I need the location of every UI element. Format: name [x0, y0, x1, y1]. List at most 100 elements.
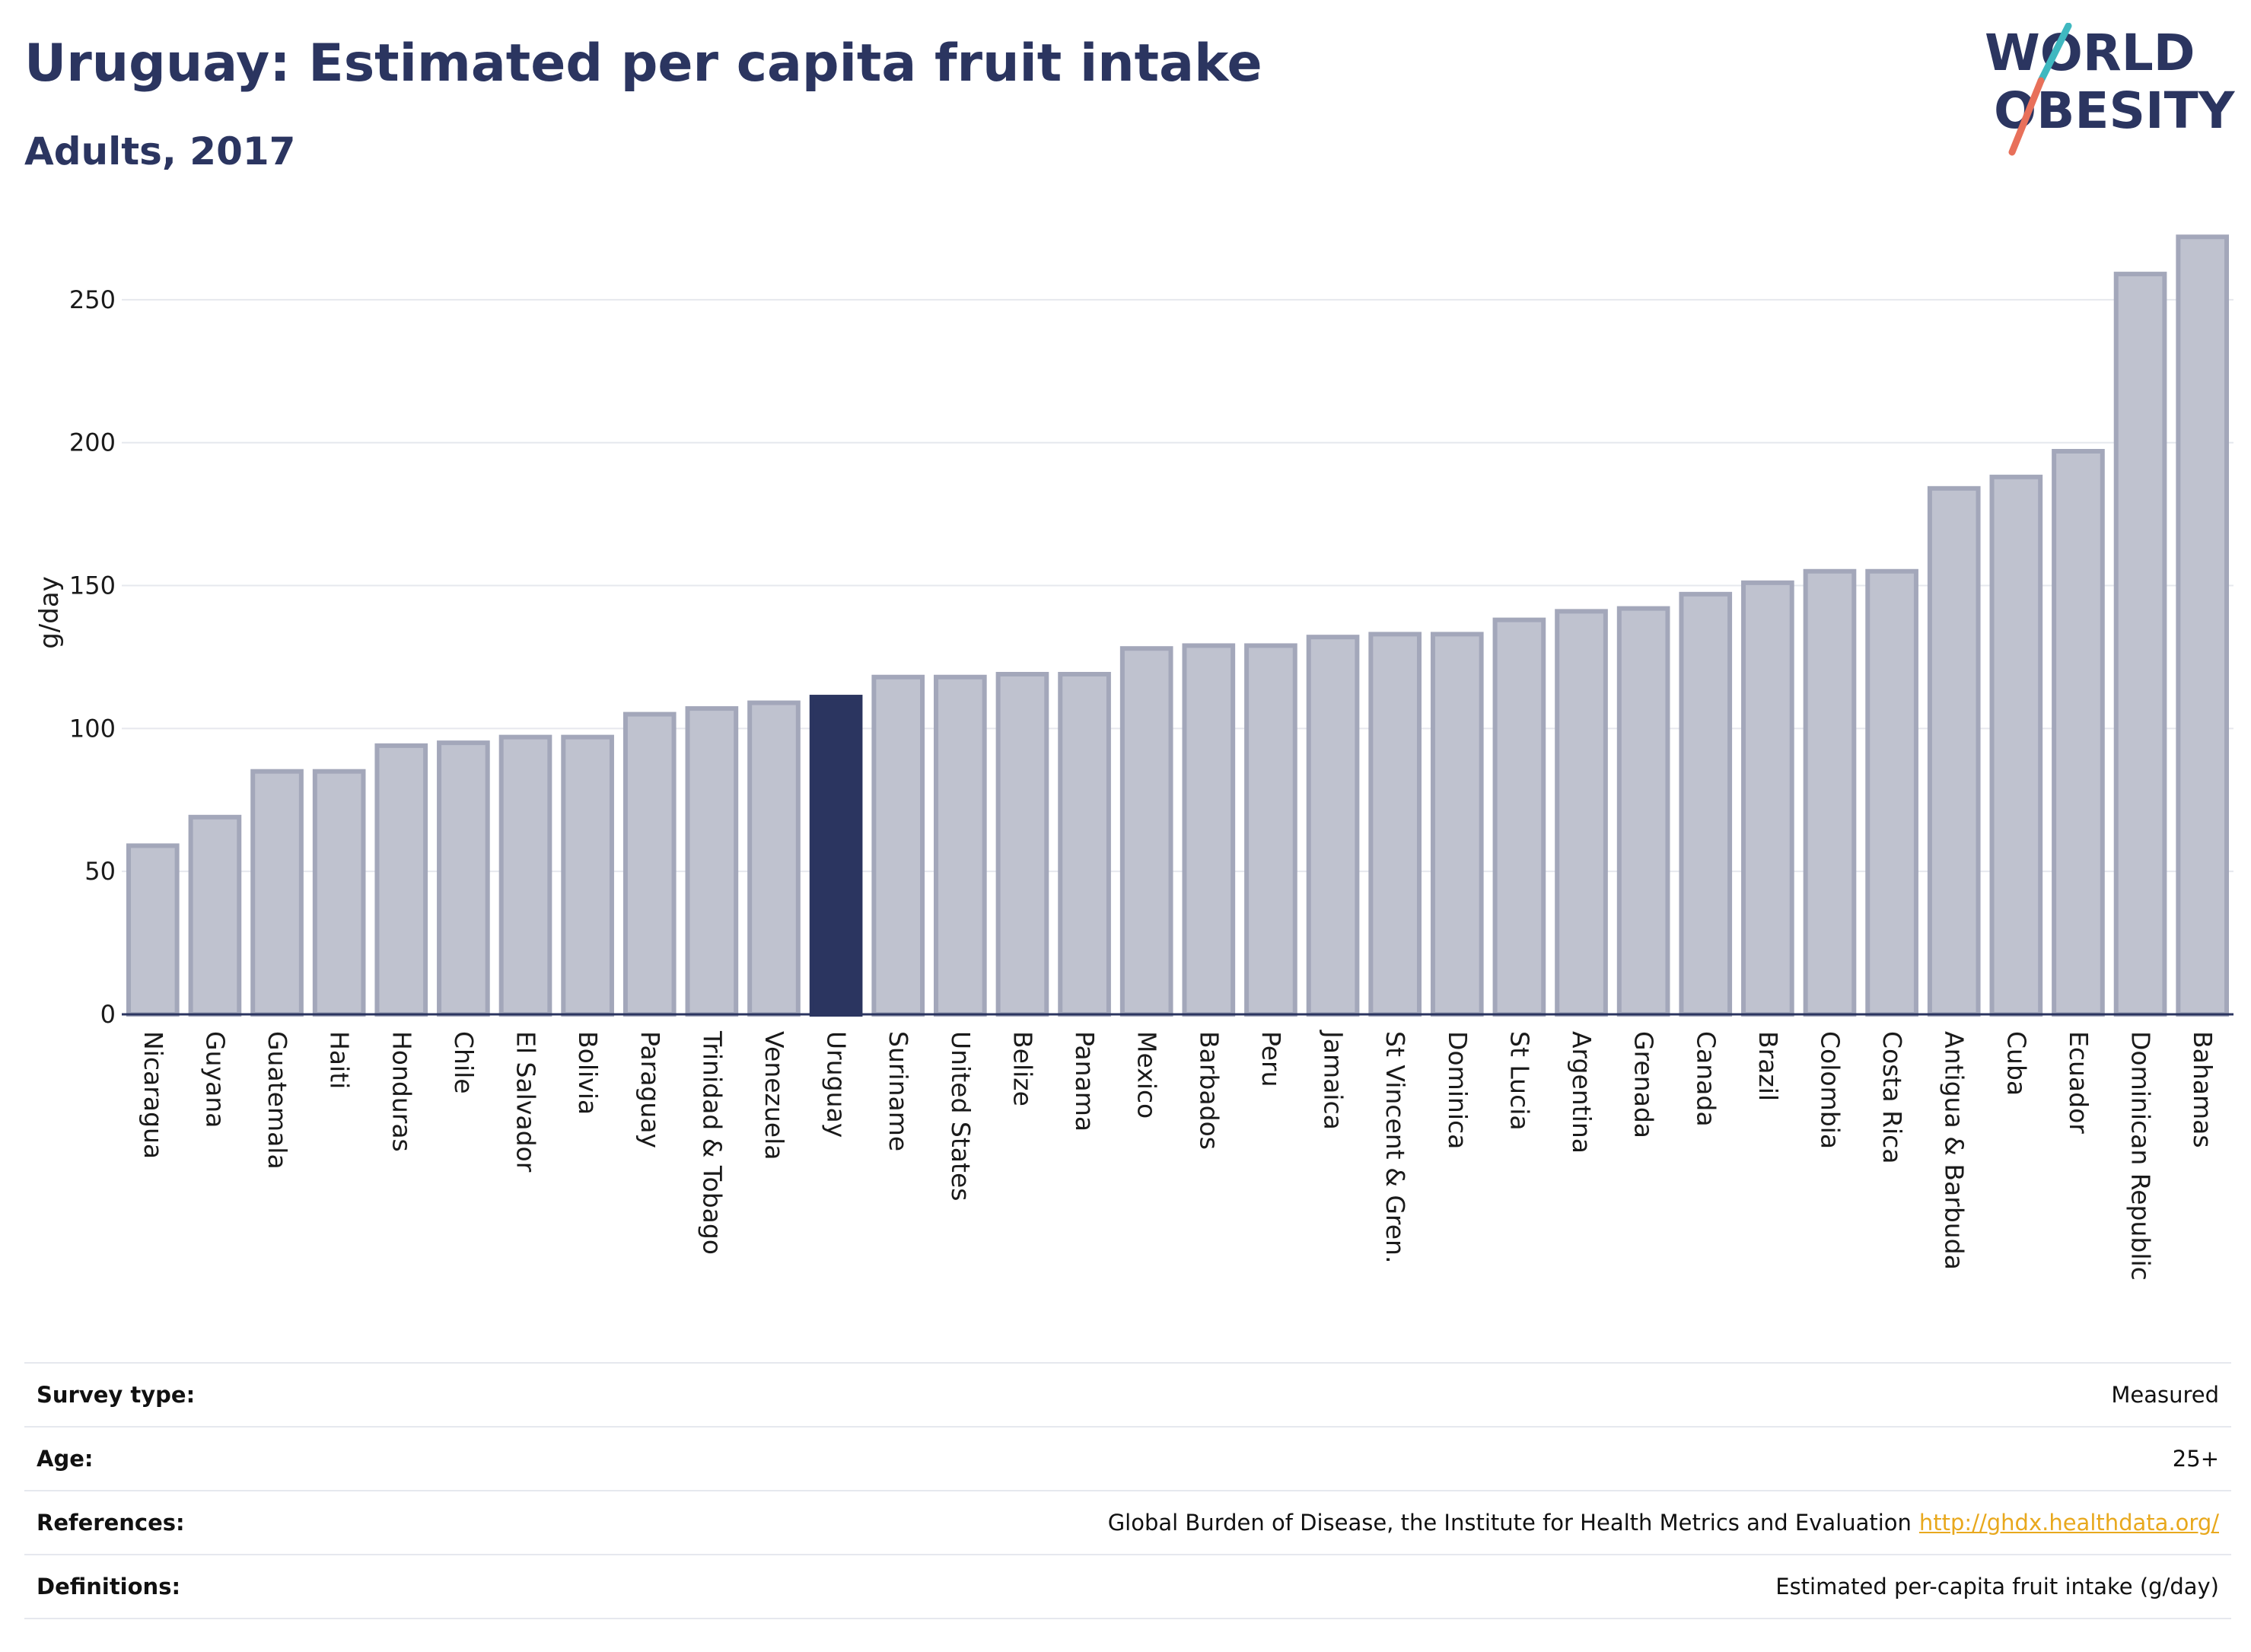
info-value-references: Global Burden of Disease, the Institute …: [1108, 1510, 2231, 1536]
x-category-label: Haiti: [325, 1031, 355, 1089]
x-category-label: Honduras: [387, 1031, 416, 1152]
reference-text: Global Burden of Disease, the Institute …: [1107, 1510, 1912, 1536]
bar-chart: 0 50 100 150 200 250 Nicaragua Guyana Guatemala…: [34, 234, 2233, 1281]
x-category-label: El Salvador: [511, 1031, 541, 1173]
info-row-age: Age: 25+: [24, 1426, 2231, 1490]
bar-argentina: [1555, 609, 1608, 1017]
bar-venezuela: [747, 700, 801, 1017]
x-category-label: Mexico: [1132, 1031, 1162, 1119]
x-category-label: Bolivia: [573, 1031, 603, 1115]
bar-dominica: [1430, 632, 1484, 1017]
x-category-label: Venezuela: [759, 1031, 789, 1160]
bar-ecuador: [2052, 448, 2105, 1017]
x-category-label: Ecuador: [2064, 1031, 2093, 1134]
bar-jamaica: [1306, 635, 1360, 1017]
x-category-label: Belize: [1008, 1031, 1037, 1106]
x-category-label: Bahamas: [2188, 1031, 2218, 1148]
x-category-label: Argentina: [1567, 1031, 1597, 1154]
bar-haiti: [312, 769, 366, 1017]
bar-united-states: [934, 674, 987, 1017]
x-category-label: Suriname: [884, 1031, 913, 1151]
x-category-label: Costa Rica: [1877, 1031, 1907, 1164]
x-category-label: Guatemala: [263, 1031, 292, 1170]
y-tick-label: 150: [69, 571, 116, 600]
bar-belize: [995, 671, 1049, 1017]
bar-costa-rica: [1865, 568, 1918, 1017]
y-tick-label: 100: [69, 714, 116, 743]
y-tick-label: 200: [69, 428, 116, 457]
x-category-label: United States: [946, 1031, 976, 1201]
info-table: Survey type: Measured Age: 25+ Reference…: [24, 1362, 2231, 1619]
chart-title: Uruguay: Estimated per capita fruit inta…: [24, 33, 1262, 94]
reference-link[interactable]: http://ghdx.healthdata.org/: [1918, 1510, 2219, 1536]
bar-st-vincent-gren-: [1368, 632, 1422, 1017]
bar-paraguay: [622, 711, 677, 1017]
x-category-label: Cuba: [2001, 1031, 2031, 1096]
bar-bolivia: [561, 734, 614, 1017]
logo-accent-coral: [2008, 77, 2045, 156]
bar-grenada: [1616, 606, 1670, 1017]
bar-mexico: [1119, 646, 1173, 1017]
bar-uruguay: [809, 695, 863, 1017]
x-category-label: Panama: [1070, 1031, 1100, 1132]
bar-brazil: [1741, 580, 1794, 1017]
info-value: Estimated per-capita fruit intake (g/day…: [1775, 1574, 2219, 1599]
x-category-label: Paraguay: [635, 1031, 665, 1148]
x-category-label: St Lucia: [1504, 1031, 1534, 1131]
bar-trinidad-tobago: [685, 706, 739, 1017]
info-row-references: References: Global Burden of Disease, th…: [24, 1490, 2231, 1554]
bar-colombia: [1803, 568, 1857, 1017]
bar-el-salvador: [498, 734, 552, 1017]
info-row-definitions: Definitions: Estimated per-capita fruit …: [24, 1554, 2231, 1619]
bar-st-lucia: [1492, 617, 1546, 1017]
x-category-label: Trinidad & Tobago: [697, 1030, 727, 1255]
y-tick-label: 250: [69, 285, 116, 314]
info-row-survey-type: Survey type: Measured: [24, 1362, 2231, 1426]
y-tick-label: 0: [100, 1000, 116, 1029]
y-tick-labels: 0 50 100 150 200 250: [69, 285, 116, 1029]
x-category-label: Canada: [1691, 1031, 1721, 1127]
x-category-label: Barbados: [1194, 1031, 1224, 1150]
bar-chile: [437, 740, 490, 1017]
bar-dominican-republic: [2113, 272, 2167, 1017]
info-label: Survey type:: [37, 1382, 196, 1408]
x-category-label: Peru: [1256, 1031, 1286, 1087]
bar-nicaragua: [126, 843, 180, 1017]
info-label: Age:: [37, 1446, 94, 1472]
chart-subtitle: Adults, 2017: [24, 129, 296, 173]
y-axis-label: g/day: [34, 576, 65, 649]
x-category-label: Colombia: [1815, 1031, 1845, 1149]
bar-guyana: [188, 814, 242, 1017]
x-category-label: Dominica: [1443, 1031, 1473, 1149]
info-value: 25+: [2172, 1446, 2219, 1472]
info-label: References:: [37, 1510, 185, 1536]
bar-cuba: [1989, 474, 2043, 1017]
x-category-label: Jamaica: [1319, 1030, 1348, 1130]
x-category-label: Antigua & Barbuda: [1940, 1031, 1969, 1270]
x-category-label: Dominican Republic: [2126, 1031, 2156, 1281]
bar-barbados: [1182, 643, 1236, 1017]
x-category-label: Nicaragua: [138, 1031, 168, 1159]
x-category-labels: Nicaragua Guyana Guatemala Haiti Honduras Chi…: [138, 1030, 2218, 1281]
x-category-label: Brazil: [1753, 1031, 1783, 1101]
x-category-label: Uruguay: [822, 1031, 852, 1138]
x-category-label: Grenada: [1629, 1031, 1659, 1138]
bar-bahamas: [2176, 234, 2230, 1017]
info-value: Measured: [2111, 1382, 2219, 1408]
bar-guatemala: [250, 769, 304, 1017]
bar-antigua-barbuda: [1927, 485, 1981, 1017]
bar-suriname: [871, 674, 925, 1017]
x-category-label: St Vincent & Gren.: [1380, 1031, 1410, 1263]
bar-peru: [1244, 643, 1297, 1017]
world-obesity-logo: WORLD OBESITY: [1985, 23, 2236, 156]
x-category-label: Guyana: [200, 1031, 230, 1128]
bars: [126, 234, 2230, 1017]
logo-accent-teal: [2037, 23, 2072, 84]
bar-canada: [1679, 591, 1733, 1017]
y-tick-label: 50: [84, 857, 116, 886]
bar-honduras: [374, 743, 428, 1017]
logo-line1: WORLD: [1985, 24, 2195, 82]
x-category-label: Chile: [449, 1031, 479, 1094]
bar-panama: [1058, 671, 1111, 1017]
info-label: Definitions:: [37, 1574, 181, 1599]
